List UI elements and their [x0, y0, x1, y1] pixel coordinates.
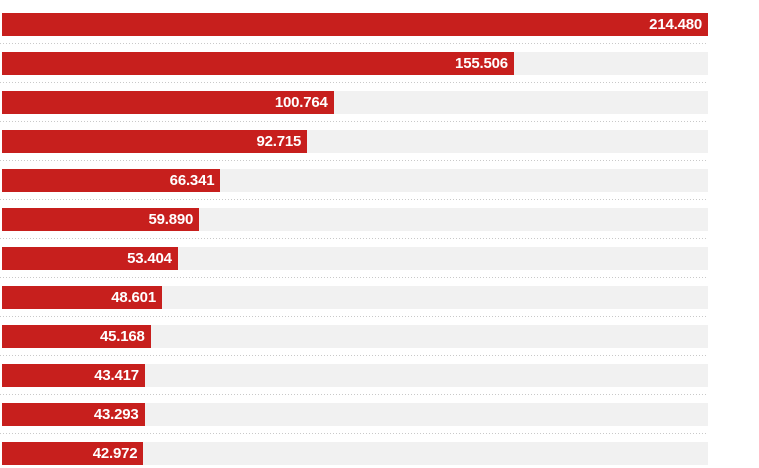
bar-track: 59.890	[2, 208, 708, 231]
bar-track: 53.404	[2, 247, 708, 270]
bar-row: 214.480	[0, 0, 708, 39]
bar[interactable]: 53.404	[2, 247, 178, 270]
bar-row: 45.168	[0, 312, 708, 351]
bar-track: 43.293	[2, 403, 708, 426]
bar-track: 43.417	[2, 364, 708, 387]
bar-row: 48.601	[0, 273, 708, 312]
bar[interactable]: 66.341	[2, 169, 221, 192]
bar-value-label: 59.890	[148, 211, 194, 228]
bar-row: 53.404	[0, 234, 708, 273]
horizontal-bar-chart: 214.480 155.506 100.764 92.715	[0, 0, 708, 468]
bar-value-label: 100.764	[274, 94, 328, 111]
bar-value-label: 45.168	[99, 328, 145, 345]
bar[interactable]: 214.480	[2, 13, 708, 36]
bar-track: 214.480	[2, 13, 708, 36]
bar-value-label: 53.404	[127, 250, 172, 267]
bar[interactable]: 48.601	[2, 286, 162, 309]
bar-track: 42.972	[2, 442, 708, 465]
bar-row: 59.890	[0, 195, 708, 234]
bar-track: 92.715	[2, 130, 708, 153]
bar[interactable]: 92.715	[2, 130, 308, 153]
bar-value-label: 155.506	[455, 55, 508, 72]
bar[interactable]: 59.890	[2, 208, 200, 231]
bar-row: 43.417	[0, 351, 708, 390]
bar-row: 66.341	[0, 156, 708, 195]
bar-row: 43.293	[0, 390, 708, 429]
bar[interactable]: 155.506	[2, 52, 514, 75]
bar-value-label: 92.715	[256, 133, 302, 150]
bar-track: 48.601	[2, 286, 708, 309]
bar[interactable]: 42.972	[2, 442, 144, 465]
bar-row: 155.506	[0, 39, 708, 78]
bar-track: 45.168	[2, 325, 708, 348]
bar-row: 92.715	[0, 117, 708, 156]
bar[interactable]: 43.417	[2, 364, 145, 387]
bar[interactable]: 45.168	[2, 325, 151, 348]
bar-row: 42.972	[0, 429, 708, 468]
bar-track: 155.506	[2, 52, 708, 75]
bar-value-label: 43.417	[94, 367, 139, 384]
bar[interactable]: 100.764	[2, 91, 334, 114]
bar-track: 100.764	[2, 91, 708, 114]
bar-value-label: 66.341	[169, 172, 215, 189]
bar[interactable]: 43.293	[2, 403, 145, 426]
bar-value-label: 42.972	[92, 445, 138, 462]
bar-value-label: 214.480	[649, 16, 702, 33]
bar-value-label: 48.601	[111, 289, 156, 306]
bar-track: 66.341	[2, 169, 708, 192]
bar-row: 100.764	[0, 78, 708, 117]
bar-value-label: 43.293	[93, 406, 139, 423]
